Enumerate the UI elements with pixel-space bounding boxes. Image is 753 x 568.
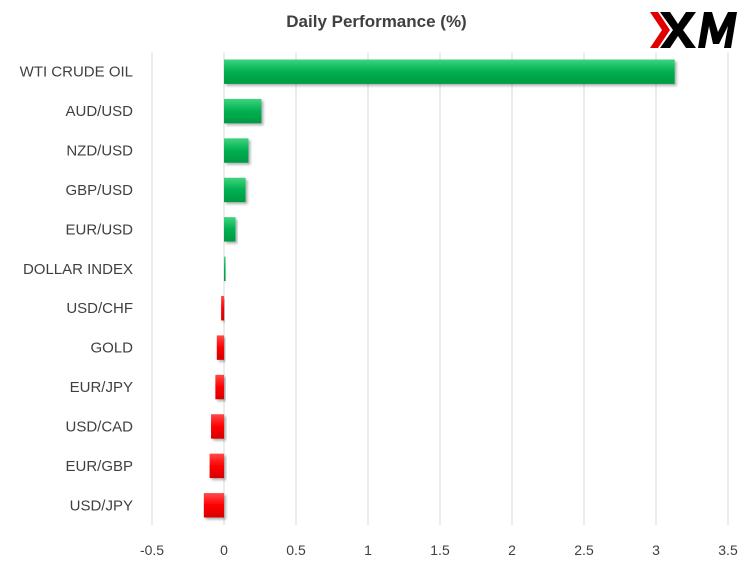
x-tick-label: 0 — [220, 542, 228, 558]
chart-title: Daily Performance (%) — [286, 12, 467, 31]
x-tick-label: 2.5 — [574, 542, 594, 558]
x-tick-label: 3 — [652, 542, 660, 558]
bar-usd-cad — [211, 414, 224, 439]
bar-wti-crude-oil — [224, 59, 675, 84]
category-label: GOLD — [90, 340, 133, 357]
bar-aud-usd — [224, 98, 262, 124]
category-label: GBP/USD — [65, 182, 133, 199]
category-label: EUR/USD — [65, 221, 133, 238]
xm-logo-letter-m — [698, 12, 737, 48]
bar-gold — [216, 335, 224, 360]
xm-logo-red-mark — [650, 12, 670, 48]
gridlines — [151, 52, 729, 525]
xm-logo-letter-x — [660, 12, 696, 48]
category-label: USD/CHF — [66, 300, 133, 317]
x-tick-label: -0.5 — [140, 542, 164, 558]
category-label: WTI CRUDE OIL — [20, 64, 133, 81]
category-label: EUR/JPY — [70, 379, 133, 396]
category-label: USD/CAD — [65, 418, 133, 435]
bar-eur-usd — [224, 217, 236, 242]
bar-usd-jpy — [203, 493, 224, 518]
bar-eur-jpy — [215, 374, 224, 400]
x-tick-label: 0.5 — [286, 542, 306, 558]
xm-logo — [650, 12, 737, 48]
bar-nzd-usd — [224, 138, 249, 163]
bar-eur-gbp — [209, 453, 224, 479]
category-label: NZD/USD — [66, 143, 133, 160]
bar-gbp-usd — [224, 177, 246, 203]
category-label: USD/JPY — [70, 497, 133, 514]
bar-dollar-index — [224, 256, 226, 282]
bar-usd-chf — [221, 295, 224, 321]
x-tick-label: 1 — [364, 542, 372, 558]
category-label: EUR/GBP — [65, 458, 133, 475]
category-label: DOLLAR INDEX — [23, 261, 133, 278]
x-tick-labels: -0.5 0 0.5 1 1.5 2 2.5 3 3.5 — [140, 542, 738, 558]
x-tick-label: 3.5 — [718, 542, 738, 558]
bars — [203, 59, 675, 518]
x-tick-label: 2 — [508, 542, 516, 558]
x-tick-label: 1.5 — [430, 542, 450, 558]
category-labels: WTI CRUDE OIL AUD/USD NZD/USD GBP/USD EUR/US… — [20, 64, 134, 515]
category-label: AUD/USD — [65, 103, 133, 120]
